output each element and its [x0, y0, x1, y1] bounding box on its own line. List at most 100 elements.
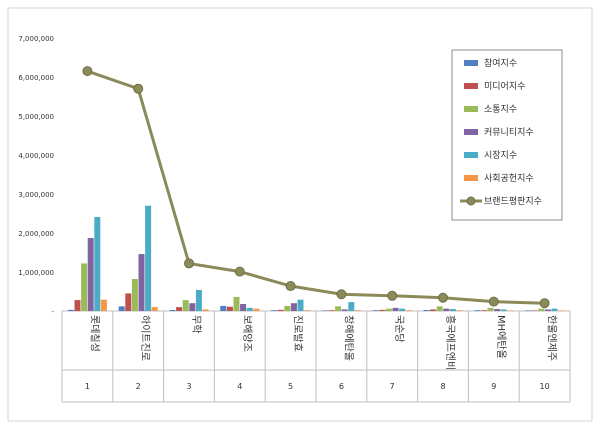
bar-6-8	[456, 310, 463, 311]
bar-2-5	[277, 309, 284, 311]
category-label: 롯데칠성	[88, 315, 100, 352]
bar-4-8	[443, 308, 450, 311]
bar-3-5	[284, 305, 291, 311]
bar-3-7	[385, 308, 392, 311]
bar-6-6	[354, 310, 361, 311]
bar-4-3	[189, 303, 196, 311]
line-point-4	[234, 266, 245, 277]
rank-label: 2	[136, 382, 141, 391]
rank-label: 3	[186, 382, 191, 391]
legend-label: 미디어지수	[484, 81, 525, 92]
line-point-10	[539, 298, 550, 309]
bar-2-7	[379, 309, 386, 311]
legend-label: 브랜드평판지수	[484, 196, 542, 207]
bar-5-5	[297, 299, 304, 311]
category-label: 국순당	[393, 315, 405, 343]
line-series-path	[86, 69, 545, 305]
legend-label: 소통지수	[484, 104, 517, 115]
bar-1-8	[423, 310, 430, 311]
line-point-2	[133, 83, 144, 94]
y-tick-label: 3,000,000	[18, 191, 54, 199]
category-label: 한울엔제주	[546, 315, 558, 361]
line-point-8	[438, 292, 448, 303]
bar-6-4	[253, 308, 260, 311]
line-point-7	[387, 290, 398, 301]
bar-3-8	[436, 306, 443, 311]
bar-6-2	[151, 307, 158, 311]
legend-label: 참여지수	[484, 57, 517, 69]
category-label: 보해양조	[241, 315, 254, 352]
rank-label: 9	[491, 382, 496, 391]
bar-5-4	[246, 307, 253, 311]
bar-2-1	[74, 300, 81, 311]
bar-5-2	[145, 205, 152, 311]
legend-label: 커뮤니티지수	[484, 127, 534, 138]
bar-1-7	[372, 310, 379, 311]
bar-6-7	[405, 310, 412, 311]
rank-label: 4	[237, 382, 242, 391]
bar-4-6	[341, 309, 348, 311]
bar-6-1	[100, 299, 107, 311]
bar-1-5	[271, 310, 278, 311]
line-point-5	[285, 281, 296, 292]
bar-5-9	[500, 309, 507, 311]
line-point-1	[82, 66, 93, 77]
rank-label: 5	[288, 382, 293, 391]
legend-swatch	[464, 152, 478, 158]
category-label: 무학	[190, 315, 202, 333]
legend-swatch	[464, 83, 478, 89]
category-label: 진로발효	[292, 315, 304, 352]
bar-4-4	[240, 303, 247, 311]
rank-label: 7	[390, 382, 395, 391]
bar-2-4	[226, 306, 233, 311]
rank-label: 10	[540, 382, 550, 391]
line-group	[82, 66, 550, 309]
axes-group: - 1,000,000 2,000,000 3,000,000 4,000,000 5,0…	[18, 35, 571, 403]
bar-4-2	[138, 254, 145, 311]
bar-3-6	[335, 306, 342, 311]
legend-label: 시장지수	[484, 150, 517, 161]
rank-label: 6	[339, 382, 344, 391]
category-label: 하이트진로	[139, 315, 152, 361]
y-tick-label: 7,000,000	[18, 35, 54, 43]
legend-label: 사회공헌지수	[484, 173, 534, 184]
bar-4-5	[290, 303, 297, 311]
bar-1-1	[67, 309, 74, 311]
bar-4-1	[87, 238, 94, 311]
bar-5-1	[94, 217, 101, 311]
legend-swatch	[464, 106, 478, 112]
bar-4-10	[544, 309, 551, 311]
bar-2-2	[125, 293, 132, 311]
category-label: 창해에탄올	[342, 315, 355, 361]
legend-swatch	[464, 129, 478, 135]
line-point-3	[184, 258, 194, 269]
category-label: 흥국에프엔비	[444, 315, 457, 370]
y-tick-label: 2,000,000	[18, 230, 54, 238]
bar-3-9	[487, 307, 494, 311]
y-tick-label: 6,000,000	[18, 74, 54, 82]
bar-2-6	[328, 310, 335, 311]
bar-3-3	[182, 300, 189, 311]
rank-label: 8	[440, 382, 445, 391]
y-tick-label: -	[51, 308, 54, 316]
bar-6-5	[304, 310, 311, 311]
legend-swatch	[464, 175, 478, 181]
line-point-9	[488, 296, 499, 307]
bar-6-3	[202, 309, 209, 311]
bar-1-9	[474, 310, 481, 311]
bar-3-1	[81, 263, 88, 311]
bar-2-8	[430, 309, 437, 311]
bar-5-6	[348, 302, 355, 311]
bar-5-8	[449, 309, 456, 311]
bar-4-9	[494, 309, 501, 311]
legend-marker	[466, 196, 476, 206]
bar-3-10	[538, 308, 545, 311]
bar-2-10	[531, 310, 538, 312]
bar-5-10	[551, 308, 558, 311]
rank-label: 1	[85, 382, 90, 391]
category-label: MH에탄올	[495, 315, 507, 359]
bar-6-10	[558, 310, 565, 312]
